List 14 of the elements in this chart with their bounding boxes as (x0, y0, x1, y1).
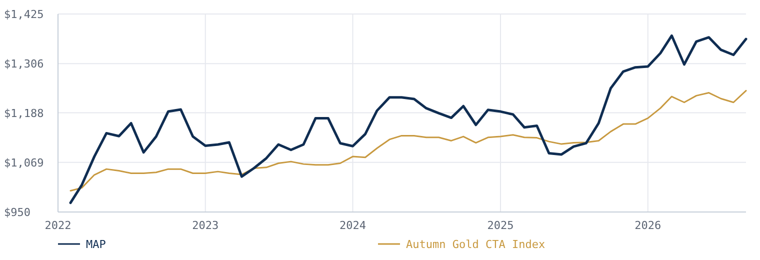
y-tick-label: $1,188 (4, 106, 44, 120)
legend-label: Autumn Gold CTA Index (406, 238, 546, 251)
y-tick-label: $1,306 (4, 58, 44, 71)
y-tick-label: $1,425 (4, 8, 44, 21)
legend-label: MAP (86, 238, 106, 251)
x-tick-label: 2023 (192, 219, 219, 232)
x-tick-label: 2022 (44, 219, 72, 232)
x-tick-label: 2024 (339, 219, 366, 232)
line-series (69, 34, 748, 204)
line-series (70, 90, 747, 192)
x-tick-label: 2025 (487, 219, 514, 232)
x-tick-label: 2026 (634, 219, 662, 232)
y-tick-label: $1,069 (4, 156, 44, 170)
y-tick-label: $950 (4, 206, 30, 219)
